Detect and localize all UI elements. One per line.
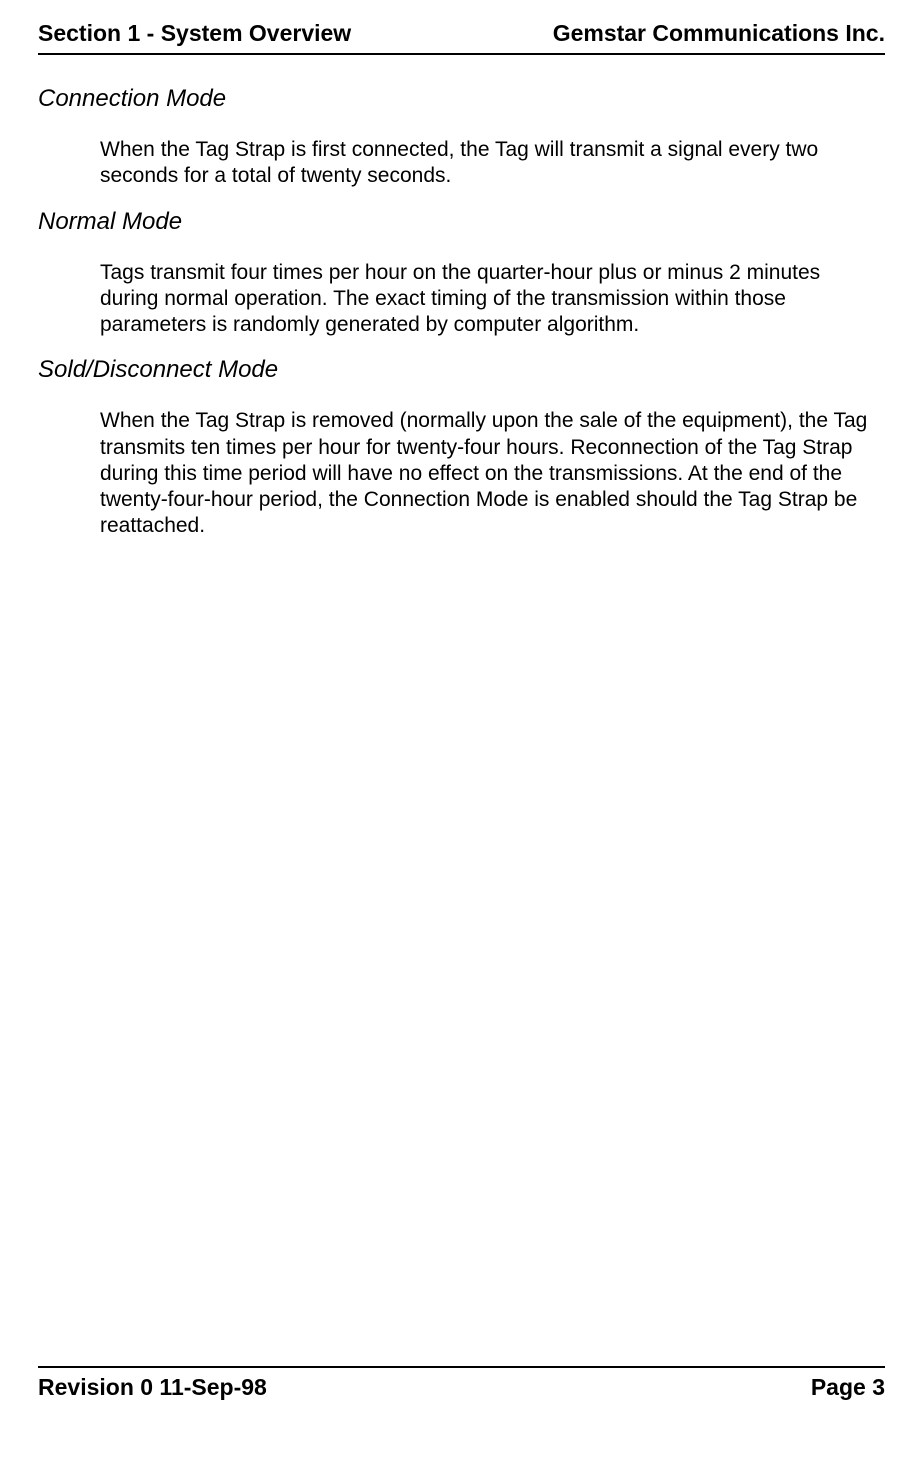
section-body-connection-mode: When the Tag Strap is first connected, t… (100, 137, 875, 190)
page-footer: Revision 0 11-Sep-98 Page 3 (38, 1366, 885, 1401)
section-body-sold-disconnect-mode: When the Tag Strap is removed (normally … (100, 408, 875, 539)
footer-revision: Revision 0 11-Sep-98 (38, 1374, 267, 1401)
footer-page-number: Page 3 (811, 1374, 885, 1401)
page-container: Section 1 - System Overview Gemstar Comm… (0, 0, 923, 1459)
section-heading-normal-mode: Normal Mode (38, 208, 885, 236)
header-section-title: Section 1 - System Overview (38, 20, 351, 47)
section-heading-sold-disconnect-mode: Sold/Disconnect Mode (38, 356, 885, 384)
page-header: Section 1 - System Overview Gemstar Comm… (38, 0, 885, 55)
page-content: Connection Mode When the Tag Strap is fi… (38, 55, 885, 540)
section-body-normal-mode: Tags transmit four times per hour on the… (100, 260, 875, 339)
header-company-name: Gemstar Communications Inc. (553, 20, 885, 47)
section-heading-connection-mode: Connection Mode (38, 85, 885, 113)
